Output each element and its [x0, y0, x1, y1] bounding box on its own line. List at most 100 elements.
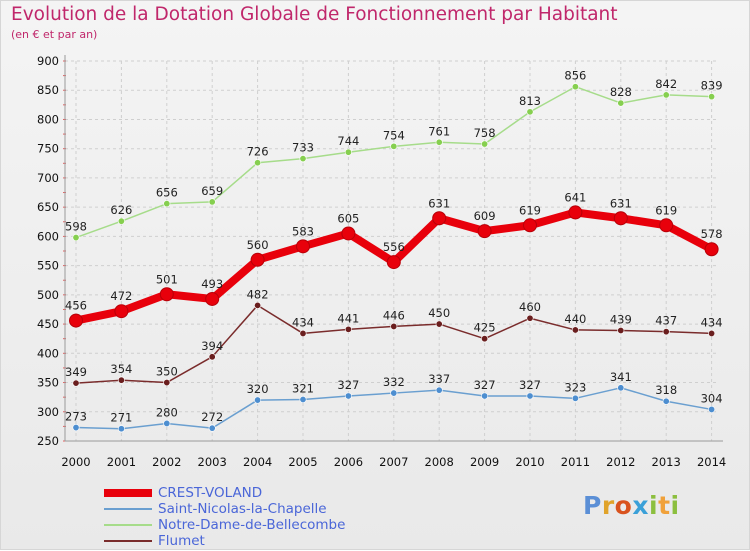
legend-label: Notre-Dame-de-Bellecombe	[158, 517, 346, 533]
data-label-flumet: 434	[701, 315, 723, 329]
data-point-notre-dame-de-bellecombe	[299, 155, 307, 163]
data-label-saint-nicolas-la-chapelle: 327	[474, 378, 496, 392]
data-point-saint-nicolas-la-chapelle	[208, 424, 216, 432]
data-point-notre-dame-de-bellecombe	[662, 91, 670, 99]
data-label-notre-dame-de-bellecombe: 656	[156, 186, 178, 200]
data-label-crest-voland: 583	[292, 224, 314, 238]
data-point-crest-voland	[159, 287, 174, 302]
data-point-crest-voland	[477, 224, 492, 239]
y-tick-label: 450	[37, 317, 59, 331]
legend-swatch-flumet	[104, 540, 152, 542]
x-tick-label: 2005	[288, 455, 317, 469]
data-label-saint-nicolas-la-chapelle: 337	[428, 372, 450, 386]
data-label-crest-voland: 472	[110, 289, 132, 303]
x-tick-label: 2003	[198, 455, 227, 469]
data-point-saint-nicolas-la-chapelle	[163, 419, 171, 427]
data-point-flumet	[254, 301, 262, 309]
y-tick-label: 800	[37, 112, 59, 126]
data-point-flumet	[344, 325, 352, 333]
legend-label: Flumet	[158, 533, 205, 549]
data-label-flumet: 437	[655, 314, 677, 328]
gridlines	[65, 60, 717, 442]
data-point-crest-voland	[704, 242, 719, 257]
data-point-notre-dame-de-bellecombe	[435, 138, 443, 146]
data-label-notre-dame-de-bellecombe: 659	[201, 184, 223, 198]
data-point-notre-dame-de-bellecombe	[344, 148, 352, 156]
data-label-flumet: 354	[110, 362, 132, 376]
data-label-saint-nicolas-la-chapelle: 332	[383, 375, 405, 389]
data-label-notre-dame-de-bellecombe: 813	[519, 94, 541, 108]
data-point-saint-nicolas-la-chapelle	[571, 394, 579, 402]
x-tick-label: 2004	[243, 455, 272, 469]
data-point-crest-voland	[69, 313, 83, 328]
data-label-notre-dame-de-bellecombe: 761	[428, 124, 450, 138]
data-point-flumet	[571, 326, 579, 334]
data-point-crest-voland	[205, 291, 220, 306]
legend: CREST-VOLAND Saint-Nicolas-la-Chapelle N…	[104, 485, 345, 549]
y-tick-label: 650	[37, 200, 59, 214]
axes: 250 300 350 400 450 500 550 600 650 700 750 800 850 9…	[37, 54, 726, 469]
y-tick-label: 900	[37, 54, 59, 68]
data-label-flumet: 460	[519, 300, 541, 314]
legend-swatch-saint-nicolas-la-chapelle	[104, 508, 152, 510]
legend-item-crest-voland: CREST-VOLAND	[104, 485, 345, 501]
data-point-saint-nicolas-la-chapelle	[344, 392, 352, 400]
logo-letter: i	[649, 491, 659, 520]
data-label-notre-dame-de-bellecombe: 839	[701, 79, 723, 93]
y-tick-label: 550	[37, 259, 59, 273]
data-label-notre-dame-de-bellecombe: 726	[247, 145, 269, 159]
data-point-crest-voland	[568, 205, 583, 220]
data-label-flumet: 482	[247, 287, 269, 301]
legend-item-notre-dame-de-bellecombe: Notre-Dame-de-Bellecombe	[104, 517, 345, 533]
data-point-flumet	[526, 314, 534, 322]
data-point-saint-nicolas-la-chapelle	[390, 389, 398, 397]
data-point-saint-nicolas-la-chapelle	[117, 425, 125, 433]
data-point-crest-voland	[613, 211, 628, 226]
data-point-saint-nicolas-la-chapelle	[708, 405, 716, 413]
data-label-crest-voland: 501	[156, 272, 178, 286]
data-point-crest-voland	[386, 255, 401, 270]
y-tick-label: 700	[37, 171, 59, 185]
x-tick-label: 2001	[107, 455, 136, 469]
data-point-saint-nicolas-la-chapelle	[526, 392, 534, 400]
proxiti-logo: Proxiti	[583, 491, 680, 520]
data-label-saint-nicolas-la-chapelle: 327	[519, 378, 541, 392]
logo-letter: i	[670, 491, 680, 520]
legend-item-saint-nicolas-la-chapelle: Saint-Nicolas-la-Chapelle	[104, 501, 345, 517]
data-point-flumet	[72, 379, 80, 387]
data-label-saint-nicolas-la-chapelle: 327	[337, 378, 359, 392]
data-point-notre-dame-de-bellecombe	[163, 200, 171, 208]
data-label-crest-voland: 619	[519, 203, 541, 217]
data-label-notre-dame-de-bellecombe: 758	[474, 126, 496, 140]
data-point-flumet	[117, 376, 125, 384]
data-point-crest-voland	[659, 218, 674, 233]
data-point-saint-nicolas-la-chapelle	[254, 396, 262, 404]
logo-letter: t	[658, 491, 671, 520]
y-tick-label: 400	[37, 346, 59, 360]
data-label-saint-nicolas-la-chapelle: 341	[610, 370, 632, 384]
chart-title: Evolution de la Dotation Globale de Fonc…	[11, 4, 618, 25]
data-point-notre-dame-de-bellecombe	[390, 142, 398, 150]
y-tick-label: 600	[37, 229, 59, 243]
data-point-saint-nicolas-la-chapelle	[435, 386, 443, 394]
x-tick-label: 2013	[652, 455, 681, 469]
data-label-flumet: 440	[564, 312, 586, 326]
data-point-flumet	[390, 322, 398, 330]
data-label-crest-voland: 556	[383, 240, 405, 254]
x-tick-label: 2002	[152, 455, 181, 469]
legend-label: CREST-VOLAND	[158, 485, 263, 501]
data-label-notre-dame-de-bellecombe: 598	[65, 220, 87, 234]
data-point-notre-dame-de-bellecombe	[254, 159, 262, 167]
data-label-saint-nicolas-la-chapelle: 280	[156, 405, 178, 419]
data-label-notre-dame-de-bellecombe: 754	[383, 128, 405, 142]
data-label-saint-nicolas-la-chapelle: 323	[564, 380, 586, 394]
data-point-notre-dame-de-bellecombe	[72, 234, 80, 242]
data-point-notre-dame-de-bellecombe	[481, 140, 489, 148]
data-label-notre-dame-de-bellecombe: 733	[292, 141, 314, 155]
data-label-saint-nicolas-la-chapelle: 271	[110, 411, 132, 425]
data-label-notre-dame-de-bellecombe: 828	[610, 85, 632, 99]
data-point-crest-voland	[296, 239, 310, 254]
data-point-crest-voland	[341, 226, 356, 241]
